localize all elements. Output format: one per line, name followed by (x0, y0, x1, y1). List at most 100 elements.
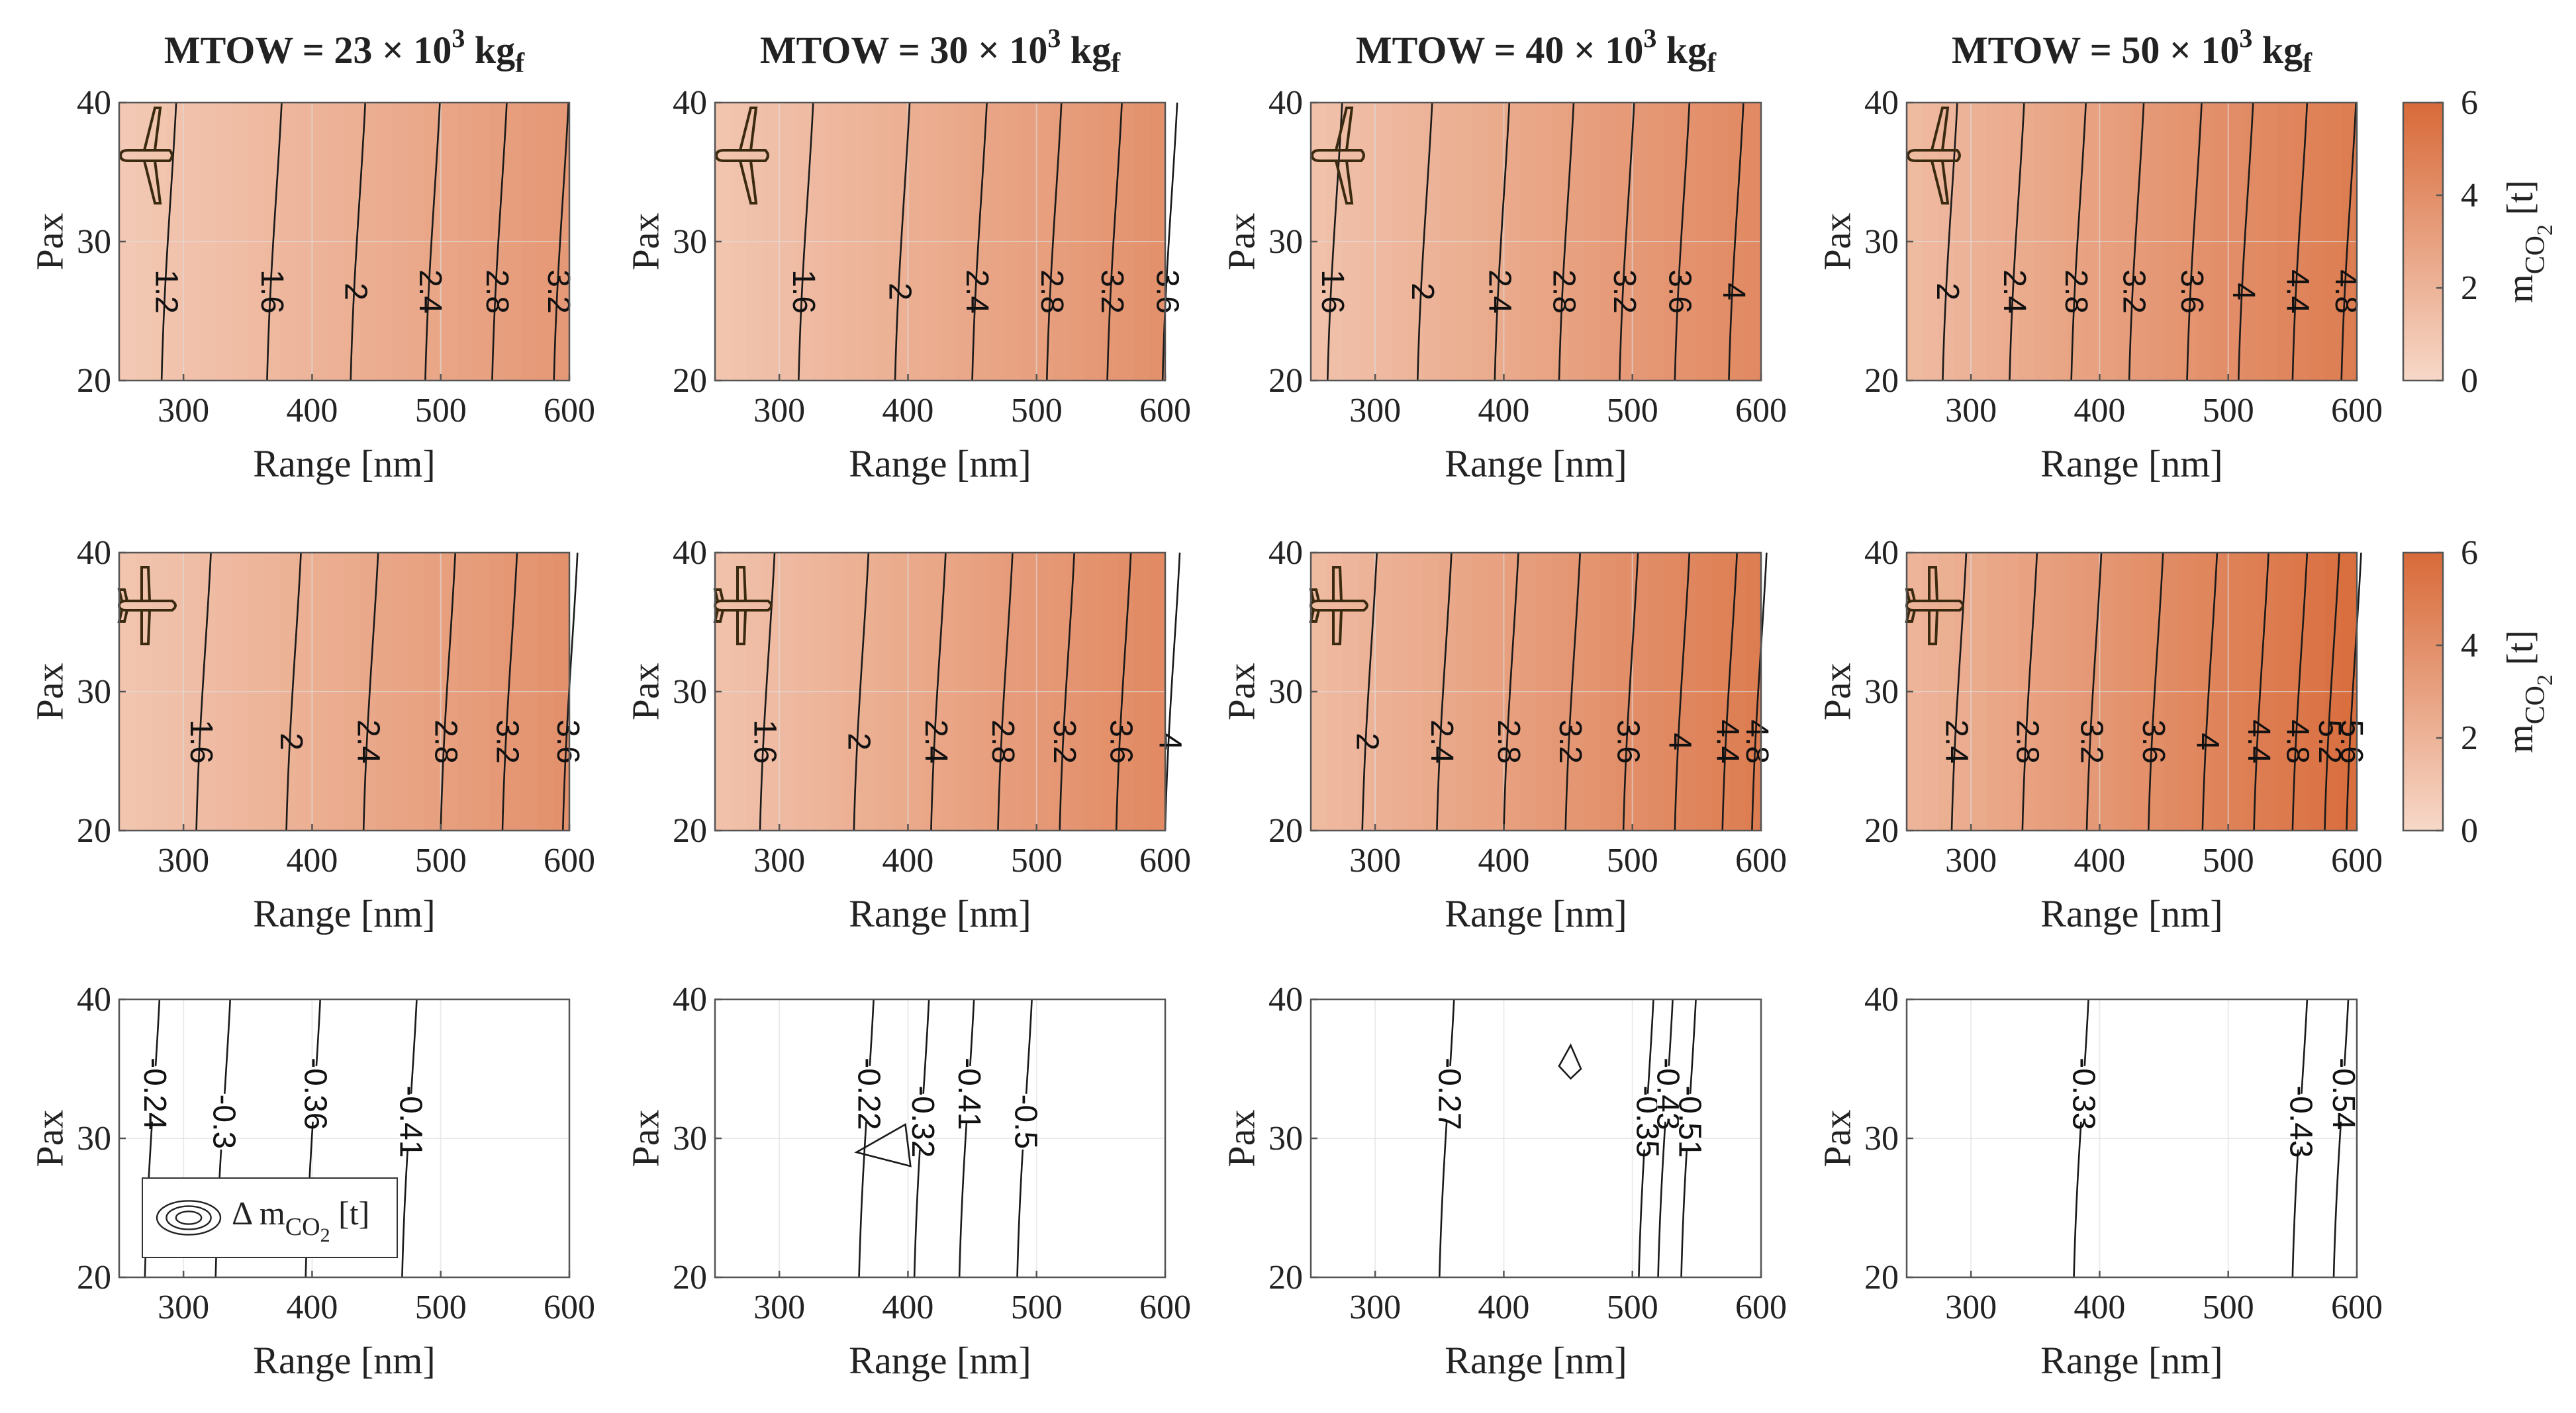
contour-label-bg (1014, 1093, 1036, 1150)
contour-label-bg (958, 1066, 980, 1122)
contour-label: 4 (2189, 733, 2224, 751)
legend-contour-glyph (166, 1205, 212, 1230)
contour-line (1416, 102, 1433, 381)
contour-line (362, 552, 379, 831)
x-axis-label: Range [nm] (849, 442, 1031, 485)
y-tick-label: 20 (673, 362, 707, 400)
panel-title: MTOW = 23 × 103 kgf (164, 23, 525, 79)
contour-line (2237, 102, 2254, 381)
contour-label: -0.32 (905, 1085, 940, 1158)
colorbar-label: mCO2 [t] (2500, 630, 2557, 753)
y-tick-label: 40 (77, 84, 111, 122)
contour-label: 4.4 (2241, 719, 2276, 764)
contour-label: 2 (883, 283, 918, 300)
contour-label: 3.6 (2174, 269, 2209, 314)
colorbar-tick-label: 2 (2461, 269, 2478, 307)
contour-line (2147, 552, 2164, 831)
contour-label: 2.4 (1939, 719, 1974, 764)
panel-r2-c2: 1.6 2 2.4 2.8 3.2 3.6 4 300 400 500 600 20 30 40 Range… (624, 534, 1192, 935)
title-sub: f (515, 48, 525, 79)
legend-contour-glyph (175, 1210, 203, 1225)
y-axis-label: Pax (624, 1110, 667, 1167)
colorbar-tick-label: 2 (2461, 719, 2478, 757)
panel-r2-c1: 1.6 2 2.4 2.8 3.2 3.6 300 400 500 600 20 30 40 Range … (28, 534, 596, 935)
contour-label: 3.6 (1150, 269, 1185, 314)
y-tick-label: 40 (1864, 981, 1899, 1019)
contour-line (1674, 102, 1691, 381)
contour-label: -0.5 (1008, 1094, 1043, 1149)
title-sup: 3 (1643, 23, 1656, 53)
airplane-icon (119, 107, 173, 205)
y-tick-label: 40 (673, 534, 707, 572)
contour-line (1622, 552, 1639, 831)
contour-line (930, 552, 947, 831)
closed-contour (1558, 1043, 1582, 1080)
airplane-fuselage (119, 149, 173, 162)
contour-label: 3.2 (2074, 719, 2109, 764)
contour-line (2324, 552, 2340, 831)
contour-label: 3.6 (1662, 269, 1697, 314)
y-axis-label: Pax (1220, 663, 1263, 721)
contour-label-bg (1438, 1066, 1460, 1122)
contour-label: 2.8 (2058, 269, 2093, 314)
x-axis-label: Range [nm] (253, 442, 435, 485)
y-tick-label: 30 (1268, 223, 1303, 261)
title-sup: 3 (2239, 23, 2252, 53)
contour-label: 3.6 (1611, 719, 1646, 764)
contour-label: 2 (338, 283, 373, 300)
y-tick-label: 20 (1268, 812, 1303, 850)
x-tick-label: 300 (1945, 842, 1997, 880)
contour-line (491, 102, 508, 381)
colorbar-label-main: m (2500, 724, 2541, 753)
contour-label: 3.6 (1104, 719, 1139, 764)
y-tick-label: 40 (673, 84, 707, 122)
panel-title: MTOW = 40 × 103 kgf (1356, 23, 1717, 79)
contour-label: -0.36 (298, 1058, 333, 1130)
contour-line (1721, 552, 1739, 831)
panel-r3-c1: -0.24 -0.3 -0.36 -0.41 Δ mCO2 [t] 300 400 500 60… (28, 981, 596, 1382)
contour-line (195, 552, 212, 831)
panel-r2-c4: 2.4 2.8 3.2 3.6 4 4.4 4.85.25.6 300 400 500 600 20 3… (1816, 534, 2383, 935)
airplane-icon (1309, 566, 1368, 645)
airplane-fuselage (117, 600, 177, 612)
contour-line (997, 552, 1014, 831)
y-tick-label: 30 (1268, 673, 1303, 711)
y-tick-label: 30 (673, 223, 707, 261)
colorbar-label-unit: [t] (2500, 180, 2541, 224)
contour-label: 3.2 (1552, 719, 1588, 764)
contour-label: 2.4 (918, 719, 953, 764)
contour-line (759, 552, 776, 831)
contour-line (2346, 552, 2362, 831)
colorbar-label-sub: CO (2520, 686, 2551, 724)
x-tick-label: 300 (753, 1289, 805, 1326)
panel-r2-c3: 2 2.4 2.8 3.2 3.6 4 4.44.8 300 400 500 600 20 30 40 Ra… (1220, 534, 1788, 935)
x-tick-label: 500 (2203, 392, 2254, 430)
contour-label-bg (1636, 1093, 1658, 1150)
contour-line (2291, 552, 2309, 831)
contour-line (1438, 999, 1455, 1278)
contour-line (501, 552, 518, 831)
airplane-fuselage (713, 600, 773, 612)
contour-label: 1.2 (149, 269, 184, 314)
x-tick-label: 600 (1735, 842, 1787, 880)
airplane-icon (714, 107, 769, 205)
contour-label: 2 (1405, 283, 1440, 300)
contour-label: 2.8 (428, 719, 463, 764)
colorbar-label-unit: [t] (2500, 630, 2541, 674)
title-unit: kg (2252, 28, 2303, 71)
contour-label: 2.8 (2009, 719, 2044, 764)
contour-label: 4 (1153, 733, 1188, 751)
closed-contour (854, 1122, 912, 1167)
title-sub: f (1707, 48, 1717, 79)
y-tick-label: 30 (1864, 1120, 1899, 1158)
x-tick-label: 600 (1735, 1289, 1787, 1326)
airplane-icon (1310, 107, 1365, 205)
panel-r3-c2: -0.22 -0.32 -0.41 -0.5 300 400 500 600 20 30 40 Ran… (624, 981, 1192, 1382)
y-tick-label: 20 (1268, 362, 1303, 400)
x-axis-label: Range [nm] (253, 1339, 435, 1382)
y-tick-label: 40 (673, 981, 707, 1019)
panel-r1-c4: 2 2.4 2.8 3.2 3.6 4 4.4 4.8 300 400 500 600 20 30 40 Ra… (1816, 84, 2383, 485)
x-axis-label: Range [nm] (1445, 892, 1627, 935)
contour-label: 2 (273, 733, 309, 751)
airplane-wings (1309, 566, 1343, 645)
